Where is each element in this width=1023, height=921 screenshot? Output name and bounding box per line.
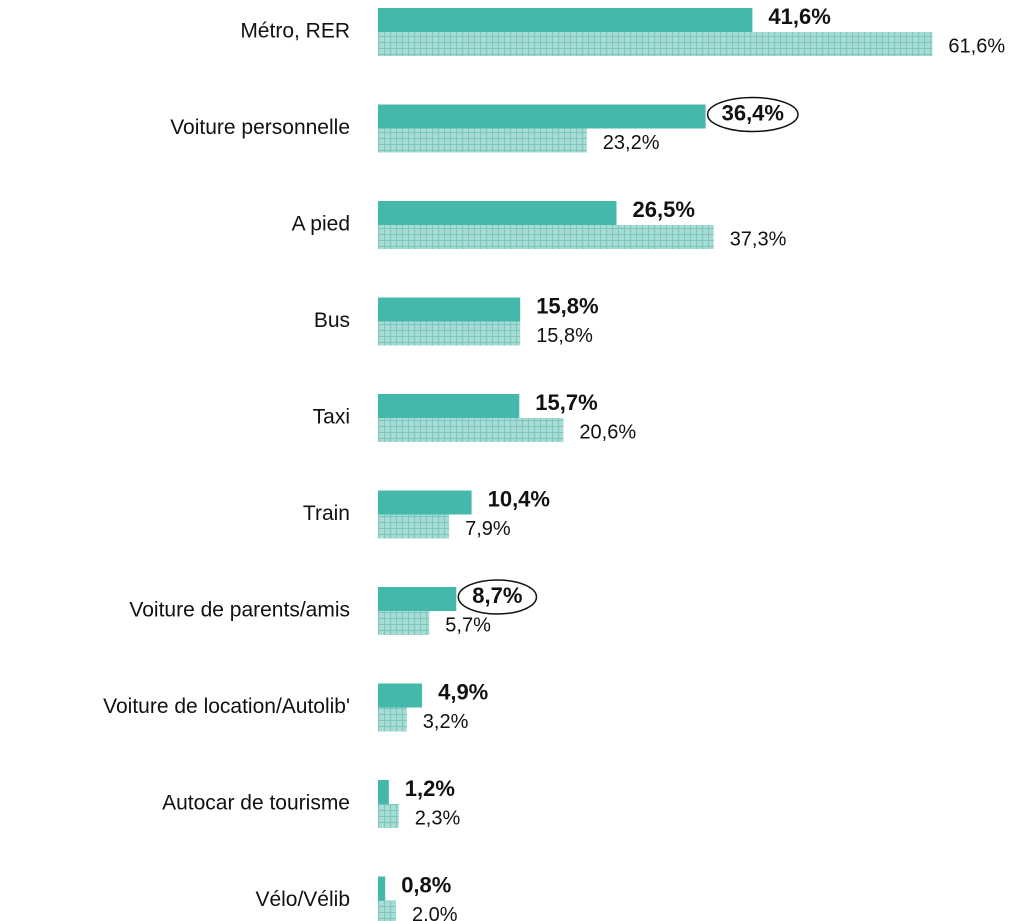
value-label: 10,4% (488, 486, 550, 511)
value-label: 5,7% (445, 614, 491, 636)
bar (378, 297, 521, 322)
bar (378, 683, 423, 708)
value-label: 0,8% (401, 872, 451, 897)
bar (378, 32, 933, 56)
value-label: 15,8% (536, 325, 593, 347)
value-label: 20,6% (579, 421, 636, 443)
bar (378, 8, 753, 32)
value-label: 3,2% (423, 711, 469, 733)
bar (378, 876, 386, 901)
bar (378, 128, 587, 153)
value-label: 2,3% (415, 807, 461, 829)
bar (378, 611, 430, 635)
value-label: 26,5% (633, 197, 695, 222)
highlight-circle (457, 579, 538, 615)
category-label: A pied (292, 213, 350, 236)
value-label: 23,2% (603, 132, 660, 154)
category-label: Voiture de location/Autolib' (103, 695, 350, 718)
bar (378, 201, 617, 225)
bar (378, 394, 520, 418)
bar (378, 900, 396, 921)
highlight-circle (706, 96, 799, 133)
bar (378, 490, 472, 515)
bar (378, 707, 407, 732)
category-label: Métro, RER (240, 20, 350, 43)
bar (378, 225, 714, 249)
category-label: Taxi (313, 406, 350, 429)
value-label: 8,7% (472, 583, 522, 608)
category-label: Voiture personnelle (170, 116, 350, 139)
value-label: 41,6% (768, 4, 830, 29)
category-label: Voiture de parents/amis (129, 599, 350, 622)
category-label: Train (303, 502, 350, 525)
value-label: 7,9% (465, 518, 511, 540)
value-label: 15,8% (536, 293, 598, 318)
category-label: Vélo/Vélib (255, 888, 350, 911)
value-label: 15,7% (535, 390, 597, 415)
bar (378, 104, 706, 129)
bar (378, 418, 564, 442)
bar (378, 780, 389, 804)
category-label: Bus (314, 309, 350, 332)
value-label: 61,6% (948, 35, 1005, 57)
category-label: Autocar de tourisme (162, 792, 350, 815)
bar (378, 804, 399, 828)
value-label: 2,0% (412, 904, 458, 921)
value-label: 37,3% (730, 228, 787, 250)
bar (378, 514, 450, 539)
value-label: 4,9% (438, 679, 488, 704)
bar (378, 587, 457, 611)
value-label: 36,4% (722, 100, 784, 125)
value-label: 1,2% (405, 776, 455, 801)
bar (378, 321, 521, 346)
